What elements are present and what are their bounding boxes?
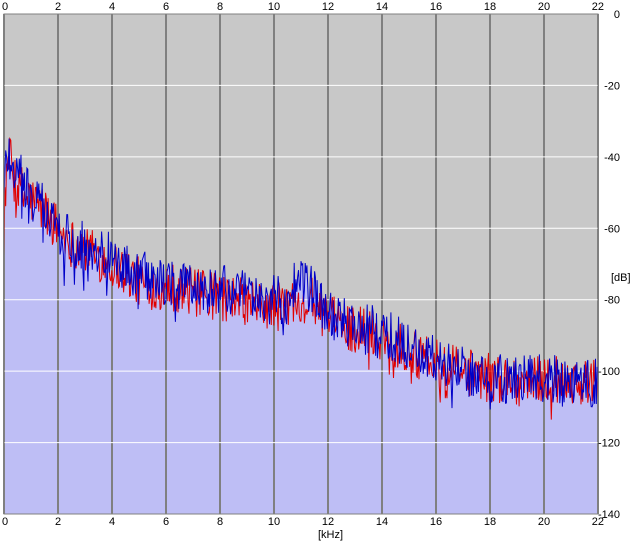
x-tick-label-top: 4 [109, 1, 115, 13]
x-axis-ticks-bottom: 0 2 4 6 8 10 12 14 16 18 20 22 [2, 516, 604, 528]
x-tick-label-top: 0 [2, 1, 8, 13]
x-tick-label-bottom: 0 [2, 516, 8, 528]
y-axis-unit-label: [dB] [611, 272, 631, 284]
x-tick-label-bottom: 12 [322, 516, 334, 528]
y-tick-label: 0 [614, 9, 620, 21]
y-tick-label: -120 [598, 438, 620, 450]
x-tick-label-top: 12 [322, 1, 334, 13]
x-tick-label-bottom: 6 [163, 516, 169, 528]
x-tick-label-top: 22 [592, 1, 604, 13]
x-tick-label-top: 16 [430, 1, 442, 13]
x-tick-label-bottom: 4 [109, 516, 115, 528]
x-tick-label-bottom: 14 [376, 516, 388, 528]
y-tick-label: -100 [598, 366, 620, 378]
x-tick-label-bottom: 18 [484, 516, 496, 528]
x-tick-label-bottom: 20 [538, 516, 550, 528]
series-blue-line [3, 138, 599, 410]
x-tick-label-bottom: 22 [592, 516, 604, 528]
x-tick-label-bottom: 2 [55, 516, 61, 528]
x-tick-label-top: 2 [55, 1, 61, 13]
x-tick-label-top: 20 [538, 1, 550, 13]
x-tick-label-bottom: 8 [217, 516, 223, 528]
x-tick-label-top: 14 [376, 1, 388, 13]
y-tick-label: -140 [598, 509, 620, 521]
x-tick-label-top: 10 [268, 1, 280, 13]
y-tick-label: -80 [604, 295, 620, 307]
x-tick-label-top: 6 [163, 1, 169, 13]
x-tick-label-bottom: 10 [268, 516, 280, 528]
y-tick-label: -60 [604, 223, 620, 235]
plot-border [3, 13, 599, 515]
x-tick-label-top: 8 [217, 1, 223, 13]
x-tick-label-bottom: 16 [430, 516, 442, 528]
y-axis-ticks: 0 -20 -40 -60 -80 -100 -120 -140 [598, 9, 620, 521]
x-axis-unit-label: [kHz] [318, 529, 343, 541]
y-tick-label: -20 [604, 80, 620, 92]
x-axis-ticks-top: 0 2 4 6 8 10 12 14 16 18 20 22 [2, 1, 604, 13]
y-tick-label: -40 [604, 152, 620, 164]
x-tick-label-top: 18 [484, 1, 496, 13]
series-layer [3, 136, 599, 420]
spectrum-fill-area [4, 138, 598, 514]
